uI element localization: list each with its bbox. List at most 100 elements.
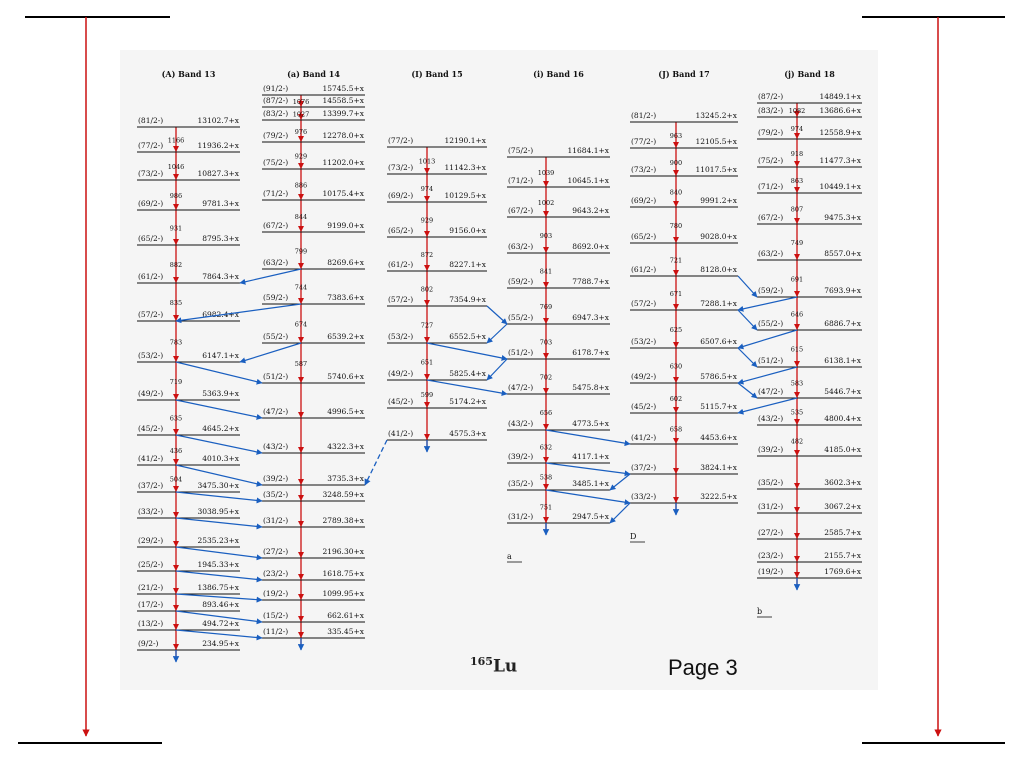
inter-band-transition [175,570,263,583]
transition-arrowhead [298,163,304,169]
inter-band-transition [609,473,631,491]
level-energy: 3602.3+x [824,478,862,487]
level-spin: (67/2-) [263,221,288,230]
level-spin: (61/2-) [631,265,656,274]
transition-arrowhead [794,419,800,425]
inter-band-transition [426,379,508,397]
level-spin: (61/2-) [388,260,413,269]
gamma-energy-label: 1027 [293,111,310,119]
gamma-energy-label: 721 [670,257,682,265]
gamma-energy-label: 900 [670,159,682,167]
level-spin: (9/2-) [138,639,159,648]
transition-arrowhead [794,507,800,513]
level-spin: (37/2-) [138,481,163,490]
level-spin: (63/2-) [758,249,783,258]
level-energy: 6539.2+x [327,332,365,341]
level-energy: 9781.3+x [202,199,240,208]
level-energy: 5740.6+x [327,372,365,381]
band-footnote: a [507,552,512,561]
inter-band-transition [737,382,758,399]
level-energy: 3475.30+x [197,481,239,490]
transition-arrowhead [298,263,304,269]
level-energy: 13686.6+x [819,106,861,115]
gamma-energy-label: 703 [540,339,552,347]
level-spin: (35/2-) [758,478,783,487]
transition-arrowhead [543,181,549,187]
inter-band-transition [609,502,631,524]
transition-arrowhead [173,588,179,594]
level-energy: 11477.3+x [819,156,861,165]
gamma-energy-label: 844 [295,213,307,221]
inter-band-transition [175,546,263,561]
inter-band-transition [737,366,798,385]
band-title: (J) Band 17 [658,69,709,79]
gamma-energy-label: 986 [170,192,182,200]
transition-arrowhead [173,204,179,210]
level-spin: (27/2-) [758,528,783,537]
level-energy: 11936.2+x [197,141,239,150]
level-energy: 7788.7+x [572,277,610,286]
gamma-energy-label: 799 [295,248,307,256]
level-spin: (91/2-) [263,84,288,93]
gamma-energy-label: 656 [540,409,552,417]
transition-arrowhead [173,239,179,245]
gamma-energy-label: 599 [421,391,433,399]
gamma-energy-label: 751 [540,504,552,512]
gamma-energy-label: 625 [670,326,682,334]
inter-band-transition [175,361,263,385]
level-energy: 11017.5+x [695,165,737,174]
gamma-energy-label: 436 [170,447,182,455]
transition-arrowhead [173,459,179,465]
gamma-energy-label: 1082 [789,107,806,115]
level-spin: (79/2-) [758,128,783,137]
gamma-energy-label: 974 [421,185,433,193]
level-spin: (71/2-) [758,182,783,191]
level-spin: (37/2-) [631,463,656,472]
transition-arrowhead [173,429,179,435]
level-energy: 5115.7+x [700,402,738,411]
gamma-energy-label: 1166 [168,137,185,145]
transition-arrowhead [298,114,304,120]
gamma-energy-label: 835 [170,299,182,307]
level-energy: 6147.1+x [202,351,240,360]
gamma-energy-label: 635 [170,415,182,423]
level-energy: 14558.5+x [322,96,364,105]
level-energy: 3735.3+x [327,474,365,483]
level-spin: (47/2-) [263,407,288,416]
level-energy: 5786.5+x [700,372,738,381]
level-spin: (71/2-) [263,189,288,198]
transition-arrowhead [424,265,430,271]
gamma-energy-label: 674 [295,321,307,329]
transition-arrowhead [424,402,430,408]
level-spin: (67/2-) [508,206,533,215]
inter-band-transition [737,329,798,350]
transition-arrowhead [298,298,304,304]
level-spin: (49/2-) [388,369,413,378]
level-energy: 5363.9+x [202,389,240,398]
transition-arrowhead [298,616,304,622]
gamma-energy-label: 929 [421,217,433,225]
transition-arrowhead [543,353,549,359]
gamma-energy-label: 807 [791,206,803,214]
transition-arrowhead [298,632,304,638]
level-energy: 893.46+x [202,600,240,609]
level-energy: 1945.33+x [197,560,239,569]
inter-band-transition [239,268,302,285]
band-title: (I) Band 15 [411,69,462,79]
transition-arrowhead [298,552,304,558]
level-spin: (65/2-) [388,226,413,235]
transition-arrowhead [298,479,304,485]
level-spin: (59/2-) [508,277,533,286]
transition-arrowhead [543,424,549,430]
gamma-energy-label: 974 [791,125,803,133]
level-energy: 4185.0+x [824,445,862,454]
level-spin: (73/2-) [388,163,413,172]
transition-arrowhead [298,194,304,200]
level-spin: (75/2-) [263,158,288,167]
gamma-energy-label: 632 [540,444,552,452]
level-energy: 10827.3+x [197,169,239,178]
transition-arrowhead [794,450,800,456]
level-spin: (81/2-) [138,116,163,125]
gamma-energy-label: 963 [670,132,682,140]
transition-arrowhead [173,277,179,283]
